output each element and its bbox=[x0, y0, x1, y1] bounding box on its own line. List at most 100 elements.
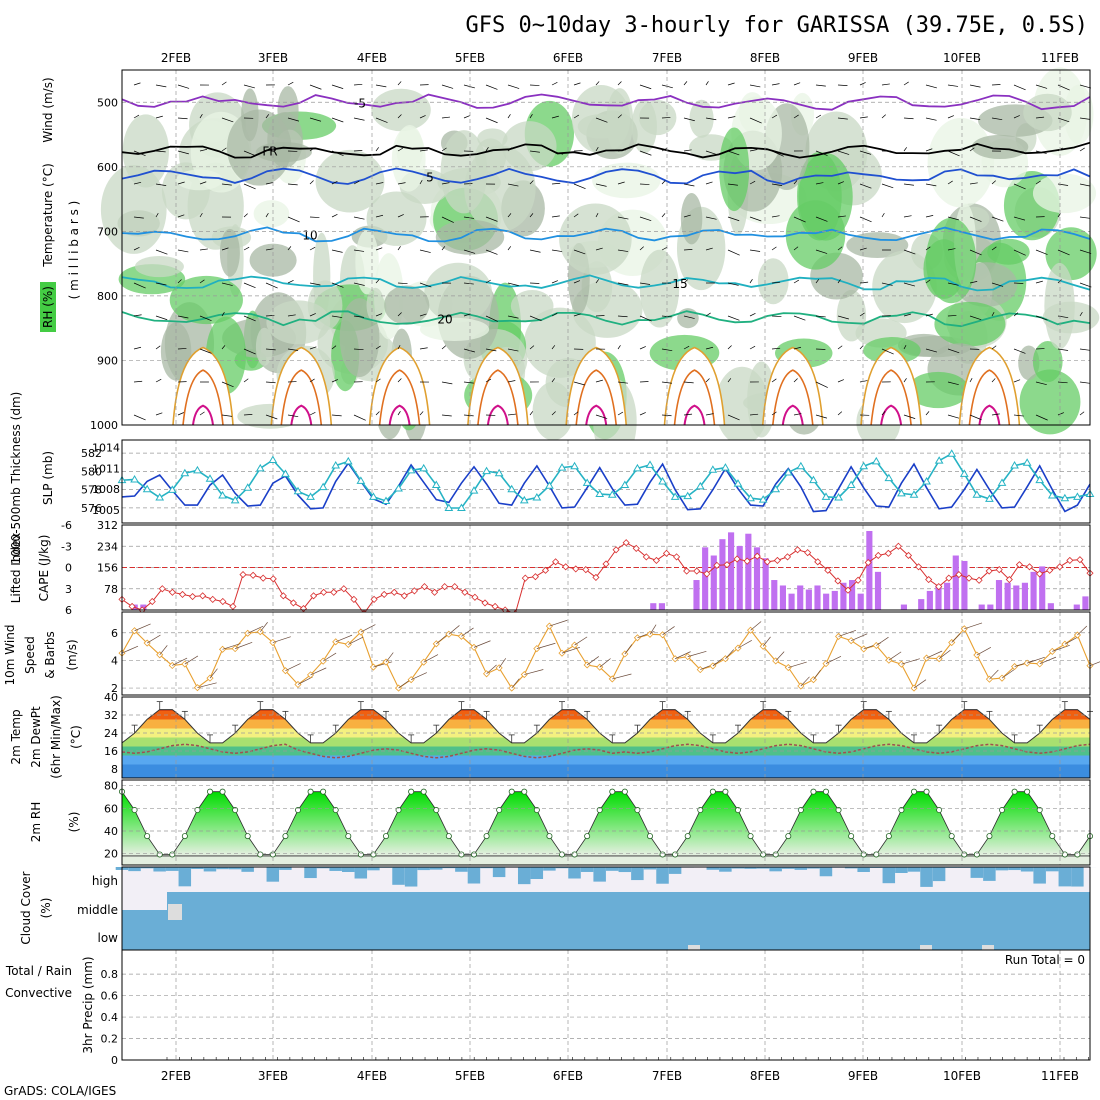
wind-ylabel-1: Speed bbox=[23, 636, 37, 674]
wind-barb bbox=[683, 149, 692, 152]
wind-barb bbox=[133, 380, 143, 383]
isotherm-25 bbox=[270, 346, 333, 426]
wind-barb bbox=[991, 216, 1004, 222]
li-point bbox=[279, 592, 287, 600]
wind-barb bbox=[463, 216, 475, 219]
wind-barb bbox=[705, 312, 711, 317]
wind-barb bbox=[221, 147, 227, 152]
wind-barb bbox=[705, 247, 713, 251]
slp-point bbox=[809, 475, 818, 484]
wind-barb bbox=[331, 180, 338, 185]
isotherm-line--5 bbox=[121, 93, 1091, 111]
wind-barb bbox=[617, 114, 622, 119]
cape-bar bbox=[779, 585, 786, 610]
wind-barb bbox=[683, 81, 688, 86]
wind-barb bbox=[177, 117, 188, 120]
wind-barb bbox=[925, 348, 938, 353]
wind-barb bbox=[705, 117, 717, 121]
wind-barb bbox=[771, 378, 777, 383]
wind-barb bbox=[1013, 84, 1026, 91]
cloud-high-bar bbox=[429, 867, 443, 870]
wind-barb bbox=[1001, 669, 1015, 679]
wind-barb bbox=[155, 282, 167, 286]
isotherm-30 bbox=[182, 369, 224, 426]
cloud-high-bar bbox=[555, 867, 569, 869]
cloud-ylabel-1: (%) bbox=[39, 898, 53, 919]
wind-barb bbox=[683, 249, 693, 251]
cape-bar bbox=[918, 599, 925, 610]
wind-barb bbox=[265, 381, 276, 384]
rh-point bbox=[496, 807, 503, 814]
cloud-high-bar bbox=[341, 867, 355, 873]
wind-barb bbox=[397, 147, 404, 152]
wind-barb bbox=[133, 282, 146, 289]
wind-barb bbox=[573, 114, 580, 119]
wind-barb bbox=[199, 279, 205, 284]
wind-barb bbox=[155, 378, 162, 383]
wind-barb bbox=[199, 213, 203, 218]
wind-barb bbox=[727, 82, 735, 86]
li-point bbox=[723, 561, 731, 569]
wind-barb bbox=[926, 650, 943, 659]
li-point bbox=[915, 563, 923, 571]
cape-bar bbox=[926, 590, 933, 610]
wind-barb bbox=[441, 182, 450, 185]
cloud-high-bar bbox=[367, 867, 380, 871]
li-point bbox=[239, 571, 247, 579]
wind-barb bbox=[901, 658, 920, 665]
bottom-date-8FEB: 8FEB bbox=[750, 1069, 780, 1083]
rh-shade bbox=[255, 327, 274, 366]
bottom-date-3FEB: 3FEB bbox=[258, 1069, 288, 1083]
wind-barb bbox=[639, 315, 652, 322]
wind-barb bbox=[903, 117, 914, 120]
li-point bbox=[1046, 566, 1054, 574]
wind-barb bbox=[134, 623, 151, 632]
li-point bbox=[481, 599, 489, 607]
rh-point bbox=[621, 788, 628, 795]
rh-shade bbox=[631, 99, 657, 154]
wind-barb bbox=[419, 347, 428, 350]
cape-bar bbox=[849, 580, 856, 610]
slp-point bbox=[343, 456, 353, 465]
cloud-high-bar bbox=[153, 867, 166, 872]
li-point bbox=[965, 574, 973, 582]
wind-barb bbox=[1039, 656, 1057, 665]
cape-bar bbox=[1021, 582, 1028, 610]
wind-barb bbox=[727, 414, 740, 421]
wind-barb bbox=[1077, 625, 1088, 636]
wind-barb bbox=[749, 279, 753, 284]
li-point bbox=[602, 560, 610, 568]
slp-point bbox=[155, 493, 165, 501]
cloud-high-bar bbox=[593, 867, 606, 882]
cloud-high-bar bbox=[191, 867, 204, 870]
rh-point bbox=[508, 788, 515, 795]
cloud-high-bar bbox=[656, 867, 669, 884]
wind-barb bbox=[419, 282, 432, 288]
wind-barb bbox=[815, 84, 826, 87]
slp-point bbox=[733, 479, 743, 487]
slp-point bbox=[1060, 493, 1070, 502]
y-tick-20: 20 bbox=[104, 848, 118, 861]
li-point bbox=[925, 575, 933, 584]
cape-bar bbox=[978, 604, 985, 610]
wind-barb bbox=[473, 640, 491, 648]
wind-barb bbox=[265, 147, 271, 152]
wind-barb bbox=[683, 381, 694, 384]
rh-point bbox=[533, 807, 540, 814]
li-point bbox=[652, 556, 660, 564]
cape-bar bbox=[952, 555, 959, 610]
wind-barb bbox=[837, 84, 848, 86]
li-point bbox=[612, 546, 620, 554]
wind-barb bbox=[815, 216, 828, 222]
wind-barb bbox=[155, 183, 167, 186]
wind-barb bbox=[595, 213, 599, 218]
li-point bbox=[763, 558, 771, 566]
wind-barb bbox=[1013, 379, 1021, 383]
isotherm-label-FR: FR bbox=[262, 145, 277, 159]
wind-barb bbox=[595, 379, 603, 383]
wind-barb bbox=[1079, 183, 1091, 187]
wind-barb bbox=[486, 664, 497, 675]
isotherm-label-10: 10 bbox=[302, 229, 317, 243]
cloud-high-bar bbox=[932, 867, 946, 882]
li-point bbox=[935, 583, 943, 591]
